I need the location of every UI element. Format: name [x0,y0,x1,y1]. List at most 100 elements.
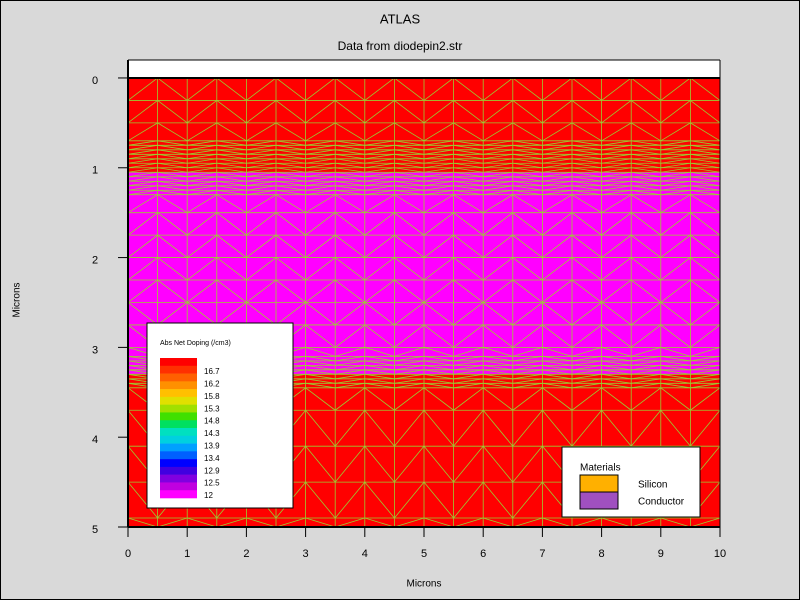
mesh-line [423,302,454,326]
mesh-line [423,445,454,483]
mesh-line [187,162,217,169]
mesh-line [690,176,721,182]
mesh-line [216,189,247,196]
mesh-line [335,517,365,528]
mesh-line [423,167,454,173]
mesh-line [571,212,602,236]
mesh-line [394,100,425,124]
mesh-line [512,167,543,173]
mesh-line [601,364,632,371]
mesh-line [305,302,336,326]
mesh-line [423,100,454,124]
mesh-line [305,324,336,348]
mesh-line [364,360,395,366]
mesh-line [394,212,425,236]
mesh-line [216,171,247,178]
legend-label: Conductor [638,497,685,508]
mesh-line [157,189,188,196]
mesh-line [275,153,306,160]
mesh-line [542,517,573,528]
mesh-line [512,409,543,447]
chart-subtitle: Data from diodepin2.str [338,39,463,53]
mesh-line [364,153,395,160]
mesh-line [394,171,425,178]
mesh-line [335,158,365,164]
mesh-line [631,347,661,357]
mesh-line [660,324,691,348]
mesh-line [394,144,425,151]
mesh-line [660,279,691,303]
mesh-line [542,212,573,236]
mesh-line [690,257,721,281]
mesh-line [542,234,573,258]
mesh-line [512,355,543,362]
mesh-line [127,149,158,155]
mesh-line [690,212,721,236]
mesh-line [571,180,602,187]
colorbar-swatch [160,451,197,460]
mesh-line [631,140,661,146]
mesh-line [305,355,336,362]
colorbar-tick-label: 15.3 [204,404,220,413]
colorbar-swatch [160,466,197,475]
mesh-line [483,153,513,160]
chart-title: ATLAS [380,11,421,26]
mesh-line [453,257,484,281]
mesh-line [423,158,454,164]
mesh-line [423,140,454,146]
mesh-line [453,517,484,528]
mesh-line [630,257,662,281]
colorbar-tick-label: 16.7 [204,367,220,376]
mesh-line [157,180,188,187]
mesh-line [512,162,543,169]
mesh-line [482,212,514,236]
mesh-line [127,162,158,169]
mesh-line [482,194,514,214]
mesh-line [601,257,632,281]
mesh-line [394,409,425,447]
mesh-line [334,324,366,348]
mesh-line [631,176,661,182]
mesh-line [305,382,336,389]
mesh-line [660,153,691,160]
mesh-line [601,212,632,236]
mesh-line [275,77,306,101]
mesh-line [482,324,514,348]
mesh-line [601,162,632,169]
mesh-line [334,409,366,447]
mesh-line [423,279,454,303]
mesh-line [335,176,365,182]
mesh-line [453,167,484,173]
mesh-line [483,185,513,191]
mesh-line [394,279,425,303]
mesh-line [453,77,484,101]
mesh-line [157,279,188,303]
mesh-line [690,180,721,187]
mesh-line [660,355,691,362]
mesh-line [660,409,691,447]
mesh-line [275,194,306,214]
x-tick-label: 6 [480,548,486,560]
mesh-line [157,122,188,142]
mesh-line [660,162,691,169]
mesh-line [690,77,721,101]
mesh-line [542,144,573,151]
colorbar-swatch [160,443,197,452]
mesh-line [512,364,543,371]
mesh-line [542,364,573,371]
colorbar-tick-label: 14.8 [204,417,220,426]
mesh-line [482,122,514,142]
mesh-line [275,167,306,173]
mesh-line [364,180,395,187]
mesh-line [690,382,721,389]
mesh-line [660,257,691,281]
mesh-line [690,162,721,169]
mesh-line [394,517,425,528]
mesh-line [542,180,573,187]
mesh-line [275,212,306,236]
colorbar-tick-label: 12.5 [204,479,220,488]
mesh-line [483,180,513,187]
mesh-line [453,149,484,155]
mesh-line [453,144,484,151]
